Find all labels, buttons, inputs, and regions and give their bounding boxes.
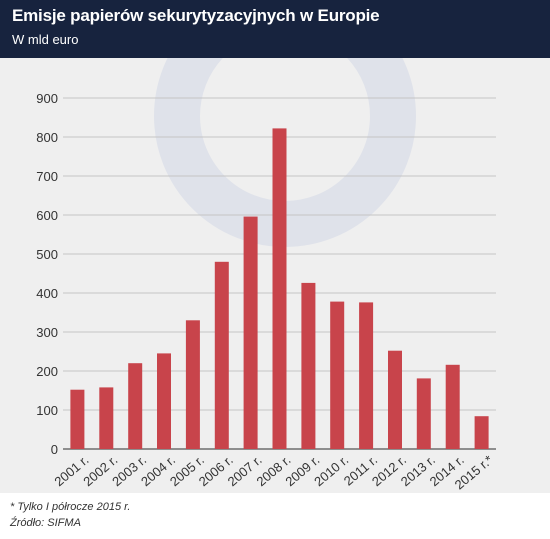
- chart-subtitle: W mld euro: [12, 32, 79, 47]
- bar: [128, 363, 143, 449]
- bar: [185, 320, 200, 449]
- bar: [157, 353, 171, 449]
- y-tick-label: 200: [36, 364, 58, 379]
- source-note: Źródło: SIFMA: [10, 517, 81, 529]
- y-tick-label: 0: [51, 442, 58, 457]
- bar: [214, 261, 229, 449]
- chart-header: Emisje papierów sekurytyzacyjnych w Euro…: [0, 0, 550, 58]
- bar: [272, 128, 287, 449]
- y-tick-label: 300: [36, 325, 58, 340]
- y-tick-label: 800: [36, 130, 58, 145]
- bar: [330, 301, 345, 449]
- y-tick-label: 500: [36, 247, 58, 262]
- y-tick-label: 600: [36, 208, 58, 223]
- bar: [388, 350, 402, 449]
- bar: [301, 282, 316, 449]
- y-tick-label: 400: [36, 286, 58, 301]
- bar: [359, 302, 374, 449]
- bar: [243, 216, 258, 449]
- y-tick-label: 100: [36, 403, 58, 418]
- chart-panel: 0 100 200 300 400 500 600 700 800 900 2001 r. 2002…: [0, 58, 550, 493]
- chart-footer: * Tylko I półrocze 2015 r. Źródło: SIFMA: [0, 493, 550, 539]
- bar: [99, 387, 114, 449]
- bar: [70, 389, 85, 449]
- bar: [474, 416, 489, 449]
- footnote: * Tylko I półrocze 2015 r.: [10, 501, 131, 513]
- y-tick-label: 900: [36, 91, 58, 106]
- bar: [445, 364, 460, 449]
- chart-title: Emisje papierów sekurytyzacyjnych w Euro…: [12, 6, 380, 25]
- y-tick-label: 700: [36, 169, 58, 184]
- bar: [416, 378, 431, 449]
